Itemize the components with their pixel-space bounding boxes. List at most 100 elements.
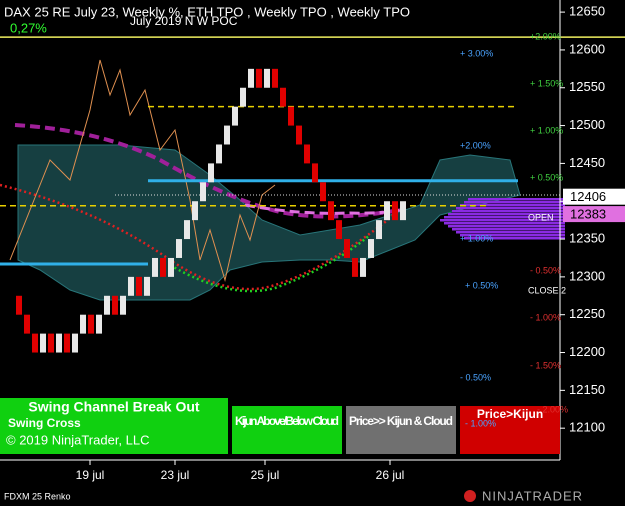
button-label[interactable]: Swing Cross — [8, 416, 81, 430]
annotation: + 1.00% — [530, 125, 563, 135]
profile-bar — [460, 234, 565, 237]
brick — [352, 257, 358, 277]
annotation: + 0.50% — [530, 172, 563, 182]
y-tick-label: 12600 — [569, 41, 605, 56]
brick — [80, 314, 86, 334]
y-tick-label: 12350 — [569, 230, 605, 245]
profile-bar — [464, 201, 565, 204]
button[interactable] — [460, 406, 560, 454]
brick — [16, 295, 22, 315]
brand: NINJATRADER — [482, 488, 583, 503]
brick — [56, 333, 62, 353]
price-marker-label: 12406 — [570, 189, 606, 204]
profile-bar — [464, 237, 565, 240]
button-label[interactable]: Swing Channel Break Out — [28, 399, 199, 415]
annotation: - 1.50% — [530, 360, 561, 370]
annotation: + 3.00% — [460, 48, 493, 58]
footer: FDXM 25 Renko — [4, 491, 71, 501]
brick — [144, 276, 150, 296]
profile-bar — [444, 216, 565, 219]
brick — [344, 239, 350, 258]
brick — [128, 276, 134, 296]
annotation: +2.00% — [460, 140, 491, 150]
button[interactable] — [232, 406, 342, 454]
brick — [248, 68, 254, 88]
profile-bar — [448, 213, 565, 216]
y-tick-label: 12550 — [569, 79, 605, 94]
profile-bar — [456, 207, 565, 210]
logo-icon — [464, 490, 476, 502]
y-tick-label: 12300 — [569, 268, 605, 283]
brick — [264, 68, 270, 88]
price-marker — [563, 188, 625, 205]
annotation: - 0.50% — [530, 265, 561, 275]
chart-title: DAX 25 RE July 23, Weekly %, ETH TPO , W… — [4, 4, 410, 19]
brick — [160, 257, 166, 277]
x-tick-label: 25 jul — [251, 468, 280, 482]
profile-bar — [460, 204, 565, 207]
brick — [256, 68, 262, 88]
brick — [232, 106, 238, 126]
brick — [136, 276, 142, 296]
brick — [200, 182, 206, 202]
annotation: + 0.50% — [465, 280, 498, 290]
copyright: © 2019 NinjaTrader, LLC — [6, 432, 150, 447]
brick — [296, 125, 302, 145]
subtitle: July 2019 N W POC — [130, 14, 238, 28]
annotation: +2.00% — [530, 31, 561, 41]
brick — [176, 239, 182, 258]
brick — [64, 333, 70, 353]
brick — [112, 295, 118, 315]
brick — [32, 333, 38, 353]
price-marker — [563, 206, 625, 223]
button-label[interactable]: Price>Kijun — [477, 407, 543, 421]
annotation: - 1.00% — [465, 418, 496, 428]
x-tick-label: 23 jul — [161, 468, 190, 482]
brick — [288, 106, 294, 126]
profile-bar — [444, 222, 565, 225]
button[interactable] — [0, 418, 228, 454]
profile-bar — [452, 228, 565, 231]
change: 0,27% — [10, 20, 47, 35]
button-label[interactable]: Kijun Above/Below Cloud — [235, 414, 339, 428]
y-tick-label: 12150 — [569, 382, 605, 397]
brick — [304, 144, 310, 164]
button[interactable] — [0, 398, 228, 418]
profile-bar — [468, 198, 565, 201]
annotation: OPEN — [528, 212, 554, 222]
profile-bar — [452, 210, 565, 213]
brick — [88, 314, 94, 334]
brick — [216, 144, 222, 164]
brick — [48, 333, 54, 353]
y-tick-label: 12500 — [569, 117, 605, 132]
brick — [384, 201, 390, 221]
brick — [96, 314, 102, 334]
button-label[interactable]: Price>> Kijun & Cloud — [349, 414, 453, 428]
brick — [120, 295, 126, 315]
annotation: - 2.00% — [537, 404, 568, 414]
brick — [392, 201, 398, 221]
profile-bar — [440, 219, 565, 222]
brick — [208, 163, 214, 183]
brick — [280, 87, 286, 107]
y-tick-label: 12200 — [569, 344, 605, 359]
brick — [320, 182, 326, 202]
brick — [152, 257, 158, 277]
dotted-ma — [0, 183, 401, 291]
x-tick-label: 26 jul — [376, 468, 405, 482]
brick — [400, 201, 406, 221]
x-tick-label: 19 jul — [76, 468, 105, 482]
dotted-ma-green — [169, 234, 371, 293]
brick — [272, 68, 278, 88]
brick — [192, 201, 198, 221]
brick — [184, 220, 190, 240]
button[interactable] — [346, 406, 456, 454]
brick — [312, 163, 318, 183]
annotation: CLOSE 2 — [528, 285, 566, 295]
brick — [72, 333, 78, 353]
brick — [40, 333, 46, 353]
brick — [24, 314, 30, 334]
brick — [168, 257, 174, 277]
brick — [368, 239, 374, 258]
